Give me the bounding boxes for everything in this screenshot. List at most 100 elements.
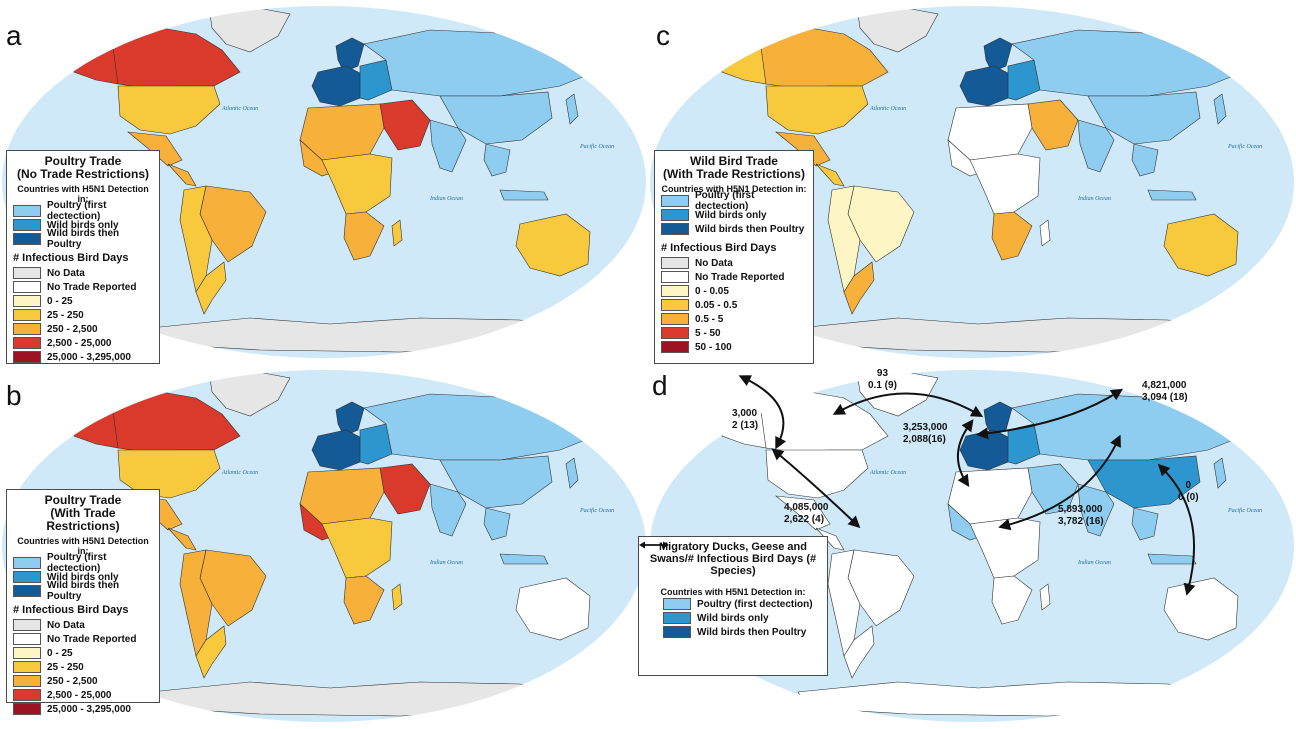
legend-b-label: Wild birds then Poultry — [47, 580, 120, 602]
flyway-annotation-detail: 2,088(16) — [903, 434, 946, 445]
legend-a-label: 25,000 - 3,295,000 — [47, 351, 131, 363]
legend-d-poultry-first: Poultry (first dectection) — [645, 597, 821, 611]
region-camerica — [167, 527, 197, 551]
legend-c-poultry-first: Poultry (first dectection) — [661, 190, 807, 212]
legend-b-bin: 25 - 250 — [13, 660, 153, 674]
flyway-annotation-detail: 2 (13) — [732, 420, 759, 431]
flyway-arrow — [976, 388, 1124, 440]
legend-b-bin: No Data — [13, 618, 153, 632]
region-indonesia — [499, 189, 549, 201]
region-australia — [1163, 213, 1239, 277]
region-indonesia — [499, 553, 549, 565]
swatch-bin1 — [13, 295, 41, 307]
region-eeurope — [359, 423, 393, 465]
swatch-no-data — [661, 257, 689, 269]
legend-c-label: 0.5 - 5 — [695, 313, 724, 325]
swatch-wild-birds-only — [661, 209, 689, 221]
region-safrica — [991, 211, 1033, 261]
region-madagascar — [1039, 219, 1051, 247]
panel-c-wild-bird-trade: Atlantic Ocean Indian Ocean Pacific Ocean … — [648, 0, 1296, 364]
region-camerica — [815, 527, 845, 551]
legend-a-bin: No Data — [13, 266, 153, 280]
legend-d-label: Wild birds only — [697, 612, 769, 624]
swatch-no-trade — [13, 633, 41, 645]
flyway-annotation: 3,253,000 2,088(16) — [903, 422, 948, 446]
legend-b-label: 250 - 2,500 — [47, 675, 98, 687]
region-antarctic — [149, 317, 581, 353]
legend-b-label: No Data — [47, 619, 85, 631]
legend-b-label: 25 - 250 — [47, 661, 84, 673]
swatch-no-data — [13, 267, 41, 279]
swatch-bin2 — [661, 299, 689, 311]
legend-b-wild-then-poultry: Wild birds then Poultry — [13, 580, 153, 602]
flyway-annotation: 4,085,000 2,622 (4) — [784, 502, 829, 526]
flyway-annotation: 0 0 (0) — [1178, 480, 1199, 504]
legend-b: Poultry Trade (With Trade Restrictions) … — [6, 489, 160, 715]
double-arrow-icon — [639, 541, 669, 549]
region-antarctic — [797, 681, 1229, 717]
region-indonesia — [1147, 189, 1197, 201]
legend-c-label: Wild birds then Poultry — [695, 223, 805, 235]
region-scand — [335, 401, 365, 437]
legend-c-label: 0.05 - 0.5 — [695, 299, 738, 311]
legend-b-label: No Trade Reported — [47, 633, 137, 645]
ocean-label: Atlantic Ocean — [221, 106, 258, 112]
region-argentina — [843, 625, 875, 679]
flyway-arrow — [738, 375, 787, 450]
legend-b-bin: 2,500 - 25,000 — [13, 688, 153, 702]
swatch-bin4 — [13, 337, 41, 349]
flyway-annotation-detail: 2,622 (4) — [784, 514, 825, 525]
region-india — [429, 119, 467, 173]
region-madagascar — [1039, 583, 1051, 611]
swatch-bin3 — [13, 675, 41, 687]
legend-a-bin: 250 - 2,500 — [13, 322, 153, 336]
legend-d-wild-then-poultry: Wild birds then Poultry — [645, 625, 821, 639]
region-seasia — [483, 143, 511, 177]
region-usa — [765, 85, 869, 135]
flyway-annotation-value: 3,000 — [732, 408, 758, 419]
swatch-wild-birds-only — [13, 571, 41, 583]
flyway-annotation-value: 5,893,000 — [1058, 504, 1103, 515]
swatch-poultry-first — [13, 205, 41, 217]
legend-a-label: 25 - 250 — [47, 309, 84, 321]
legend-b-wild-only: Wild birds only — [13, 570, 153, 584]
ocean-label: Indian Ocean — [1077, 560, 1111, 566]
region-eeurope — [1007, 59, 1041, 101]
flyway-annotation: 3,000 2 (13) — [732, 408, 758, 432]
region-madagascar — [391, 219, 403, 247]
legend-a-detection-header: Countries with H5N1 Detection in: — [17, 184, 149, 204]
region-argentina — [195, 261, 227, 315]
region-australia — [515, 213, 591, 277]
ocean-label: Atlantic Ocean — [221, 470, 258, 476]
legend-c: Wild Bird Trade (With Trade Restrictions… — [654, 150, 814, 364]
region-usa — [117, 85, 221, 135]
region-australia — [515, 577, 591, 641]
swatch-bin2 — [13, 309, 41, 321]
region-japan — [1213, 93, 1227, 125]
legend-d-wild-only: Wild birds only — [645, 611, 821, 625]
ocean-label: Indian Ocean — [1077, 196, 1111, 202]
legend-b-title: Poultry Trade (With Trade Restrictions) — [44, 493, 122, 533]
ocean-label: Atlantic Ocean — [869, 470, 906, 476]
legend-a-bin: 2,500 - 25,000 — [13, 336, 153, 350]
legend-b-days-header: # Infectious Bird Days — [13, 604, 129, 616]
legend-c-bin: No Trade Reported — [661, 270, 807, 284]
swatch-poultry-first — [13, 557, 41, 569]
legend-c-wild-only: Wild birds only — [661, 208, 807, 222]
flyway-annotation-detail: 3,782 (16) — [1058, 516, 1104, 527]
map-a: Atlantic Ocean Indian Ocean Pacific Ocean — [2, 6, 646, 358]
legend-b-label: 0 - 25 — [47, 647, 73, 659]
legend-a-bin: 25 - 250 — [13, 308, 153, 322]
legend-c-label: Poultry (first dectection) — [695, 190, 755, 212]
legend-c-label: 0 - 0.05 — [695, 285, 729, 297]
flyway-arrow — [956, 419, 974, 488]
region-china — [439, 91, 553, 145]
legend-c-bin: 5 - 50 — [661, 326, 807, 340]
legend-c-label: 5 - 50 — [695, 327, 721, 339]
legend-c-bin: 0.5 - 5 — [661, 312, 807, 326]
legend-b-label: Wild birds only — [47, 571, 119, 583]
swatch-bin3 — [661, 313, 689, 325]
swatch-poultry-first — [661, 195, 689, 207]
ocean-label: Pacific Ocean — [1227, 143, 1262, 150]
region-argentina — [195, 625, 227, 679]
